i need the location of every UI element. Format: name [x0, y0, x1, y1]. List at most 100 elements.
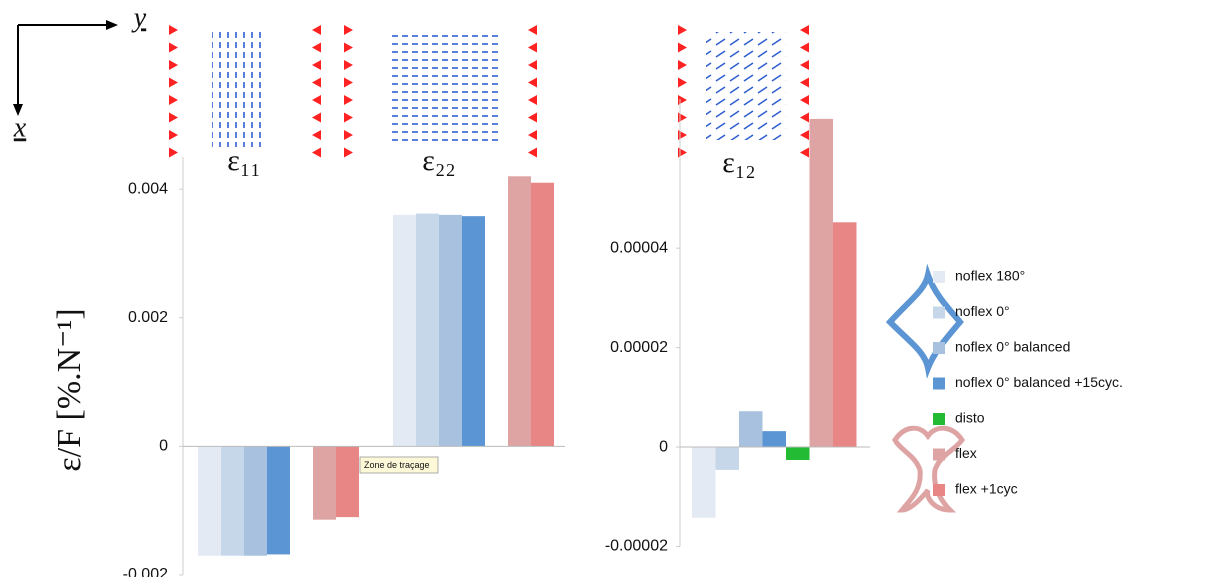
legend-label: noflex 0° balanced [955, 339, 1070, 355]
marker [800, 25, 809, 35]
marker [800, 78, 809, 88]
y-tick-label: 0.00004 [610, 239, 668, 256]
marker [312, 60, 321, 70]
legend-swatch [933, 271, 945, 283]
bar [692, 447, 716, 518]
coordinate-icon [13, 20, 118, 116]
marker [312, 113, 321, 123]
marker [169, 78, 178, 88]
marker [678, 78, 687, 88]
marker [528, 60, 537, 70]
category-label: ε₂₂ [422, 144, 456, 177]
bar [244, 446, 267, 555]
axis-label-x: x [13, 112, 27, 143]
bar [267, 446, 290, 554]
bar [439, 215, 462, 447]
bar [786, 447, 810, 460]
legend-label: noflex 0° balanced +15cyc. [955, 374, 1123, 390]
marker [169, 148, 178, 158]
tooltip: Zone de traçage [364, 460, 430, 470]
bar [462, 216, 485, 446]
marker [312, 25, 321, 35]
figure: -0.002 0 0.002 0.004 ε₁₁ ε₂₂ -0.00002 0 0.00002 0… [0, 0, 1215, 577]
marker [528, 78, 537, 88]
y-axis-label: ε/F [%.N⁻¹] [51, 308, 88, 471]
marker [312, 43, 321, 53]
marker [800, 60, 809, 70]
marker [528, 25, 537, 35]
category-label: ε₁₁ [227, 144, 261, 177]
bar [739, 411, 763, 447]
category-label: ε₁₂ [722, 146, 756, 179]
marker [344, 95, 353, 105]
marker [800, 130, 809, 140]
marker [678, 130, 687, 140]
marker [678, 25, 687, 35]
marker [528, 130, 537, 140]
bar [416, 214, 439, 447]
marker [169, 43, 178, 53]
legend-swatch [933, 449, 945, 461]
legend-swatch [933, 484, 945, 496]
marker [344, 148, 353, 158]
marker [678, 113, 687, 123]
y-tick-label: 0.004 [128, 180, 168, 197]
marker [528, 43, 537, 53]
legend-icons [890, 275, 962, 510]
marker [800, 43, 809, 53]
marker [169, 95, 178, 105]
marker [169, 25, 178, 35]
bar [763, 431, 787, 447]
bar [716, 447, 740, 470]
axis-label-y: y [131, 2, 147, 33]
marker [678, 60, 687, 70]
marker [678, 95, 687, 105]
marker [169, 113, 178, 123]
bar [313, 446, 336, 519]
legend-swatch [933, 307, 945, 319]
marker [678, 148, 687, 158]
y-tick-label: 0.00002 [610, 339, 668, 356]
bar [393, 215, 416, 447]
marker [528, 95, 537, 105]
legend-swatch [933, 413, 945, 425]
marker [344, 113, 353, 123]
marker [678, 43, 687, 53]
legend-label: disto [955, 410, 985, 426]
bar [198, 446, 221, 555]
y-tick-label: -0.002 [123, 566, 168, 577]
bar [833, 222, 857, 447]
legend-swatch [933, 342, 945, 354]
y-tick-label: 0 [159, 438, 168, 455]
bar [221, 446, 244, 555]
y-tick-label: 0.002 [128, 309, 168, 326]
strain-diagrams [212, 30, 786, 147]
legend-swatch [933, 378, 945, 390]
marker [344, 43, 353, 53]
marker [528, 148, 537, 158]
marker [528, 113, 537, 123]
marker [312, 130, 321, 140]
marker [800, 148, 809, 158]
marker [312, 78, 321, 88]
marker [344, 60, 353, 70]
bar [810, 119, 834, 447]
marker [312, 148, 321, 158]
bar [336, 446, 359, 517]
marker [344, 78, 353, 88]
marker [344, 130, 353, 140]
y-tick-label: 0 [659, 438, 668, 455]
marker [800, 95, 809, 105]
marker [169, 130, 178, 140]
bar [508, 176, 531, 446]
legend-label: noflex 180° [955, 268, 1025, 284]
marker [169, 60, 178, 70]
marker [800, 113, 809, 123]
bar [531, 183, 554, 447]
legend-label: flex +1cyc [955, 481, 1018, 497]
marker [344, 25, 353, 35]
y-tick-label: -0.00002 [605, 538, 668, 555]
legend-label: flex [955, 445, 977, 461]
marker [312, 95, 321, 105]
legend-label: noflex 0° [955, 303, 1010, 319]
